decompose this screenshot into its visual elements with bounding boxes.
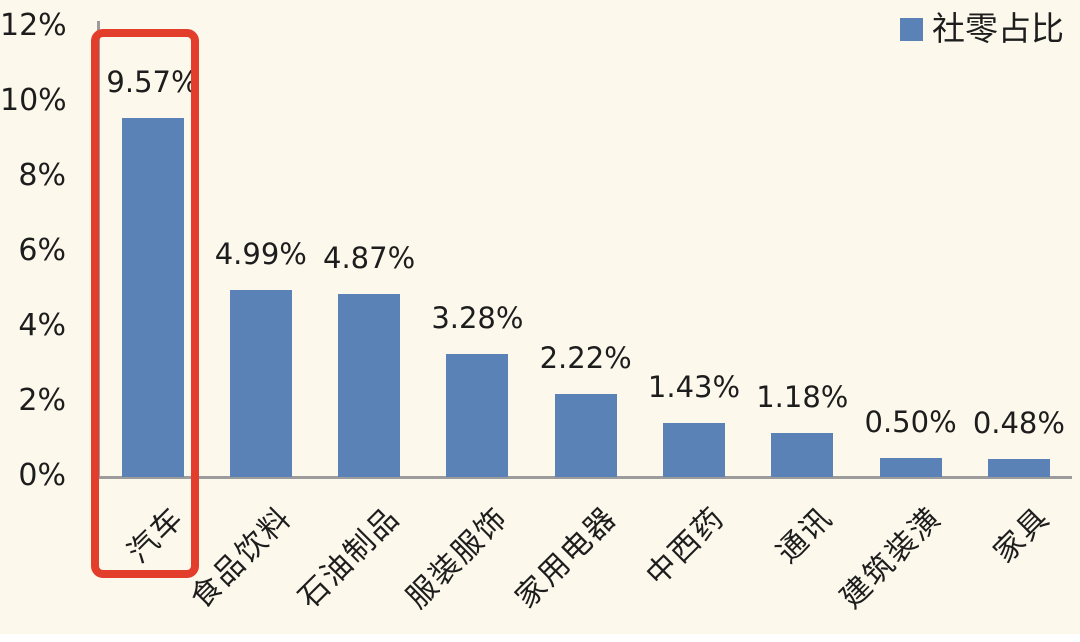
bar (338, 294, 401, 477)
category-label: 中西药 (639, 500, 733, 593)
bottom-edge-strip (0, 634, 1080, 642)
highlight-box (91, 29, 199, 578)
category-label: 食品饮料 (183, 500, 299, 616)
bar (663, 423, 725, 477)
category-label: 通讯 (770, 500, 841, 571)
bar (554, 393, 617, 477)
y-axis-tick-label: 0% (18, 458, 66, 493)
bar (879, 458, 942, 477)
category-label: 家用电器 (508, 500, 624, 616)
bar-value-label: 4.87% (323, 241, 416, 276)
legend-label: 社零占比 (932, 9, 1064, 48)
y-axis-tick-label: 4% (18, 308, 66, 343)
y-axis-tick-label: 12% (0, 8, 67, 43)
bar-value-label: 0.48% (972, 406, 1065, 440)
legend: 社零占比 (900, 10, 1064, 48)
bar-value-label: 4.99% (214, 236, 307, 271)
y-axis-tick-label: 10% (0, 83, 67, 118)
bar (121, 118, 184, 477)
category-label: 家具 (986, 500, 1057, 571)
y-axis-tick-label: 8% (18, 158, 66, 193)
x-axis-line (94, 476, 1072, 479)
bar-value-label: 1.18% (756, 379, 849, 414)
category-label: 石油制品 (291, 500, 408, 616)
bar-value-label: 2.22% (539, 340, 632, 375)
category-label: 服装服饰 (400, 500, 516, 616)
legend-color-swatch-icon (900, 17, 923, 41)
y-axis-tick-label: 6% (18, 233, 66, 268)
bar-value-label: 0.50% (864, 405, 957, 440)
bar-value-label: 1.43% (647, 370, 741, 405)
bar-value-label: 3.28% (431, 301, 524, 335)
y-axis-tick-label: 2% (18, 383, 66, 418)
bar-value-label: 9.57% (106, 65, 199, 100)
bar (446, 354, 509, 477)
bar (229, 289, 292, 477)
category-label: 建筑装潢 (833, 500, 949, 616)
bar (771, 432, 834, 477)
bar (987, 459, 1050, 477)
